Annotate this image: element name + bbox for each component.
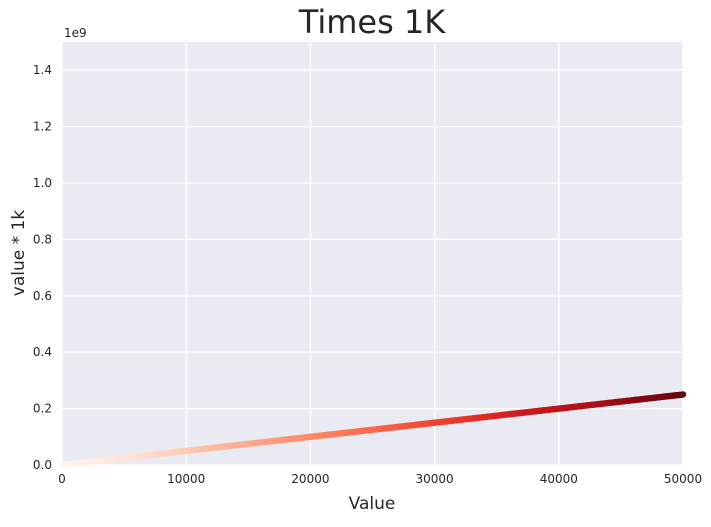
x-axis-label: Value bbox=[349, 494, 396, 514]
x-tick-label: 20000 bbox=[291, 472, 329, 486]
y-tick-label: 0.2 bbox=[33, 402, 52, 416]
data-points bbox=[58, 391, 687, 469]
y-offset-label: 1e9 bbox=[64, 26, 87, 40]
y-tick-label: 1.2 bbox=[33, 120, 52, 134]
x-gridlines bbox=[61, 42, 684, 465]
plot-background bbox=[62, 42, 683, 465]
y-tick-labels: 0.0 0.2 0.4 0.6 0.8 1.0 1.2 1.4 bbox=[33, 63, 52, 472]
x-tick-label: 10000 bbox=[167, 472, 205, 486]
x-tick-label: 0 bbox=[58, 472, 66, 486]
x-tick-labels: 0 10000 20000 30000 40000 50000 bbox=[58, 472, 702, 486]
chart-title: Times 1K bbox=[298, 3, 447, 41]
x-tick-label: 40000 bbox=[540, 472, 578, 486]
x-tick-label: 50000 bbox=[664, 472, 702, 486]
y-tick-label: 1.0 bbox=[33, 176, 52, 190]
y-tick-label: 0.0 bbox=[33, 458, 52, 472]
data-point bbox=[679, 391, 687, 398]
y-tick-label: 0.8 bbox=[33, 232, 52, 246]
y-axis-label: value * 1k bbox=[9, 210, 29, 297]
y-tick-label: 0.4 bbox=[33, 345, 52, 359]
y-tick-label: 1.4 bbox=[33, 63, 52, 77]
y-gridlines bbox=[62, 69, 683, 466]
y-tick-label: 0.6 bbox=[33, 289, 52, 303]
x-tick-label: 30000 bbox=[416, 472, 454, 486]
